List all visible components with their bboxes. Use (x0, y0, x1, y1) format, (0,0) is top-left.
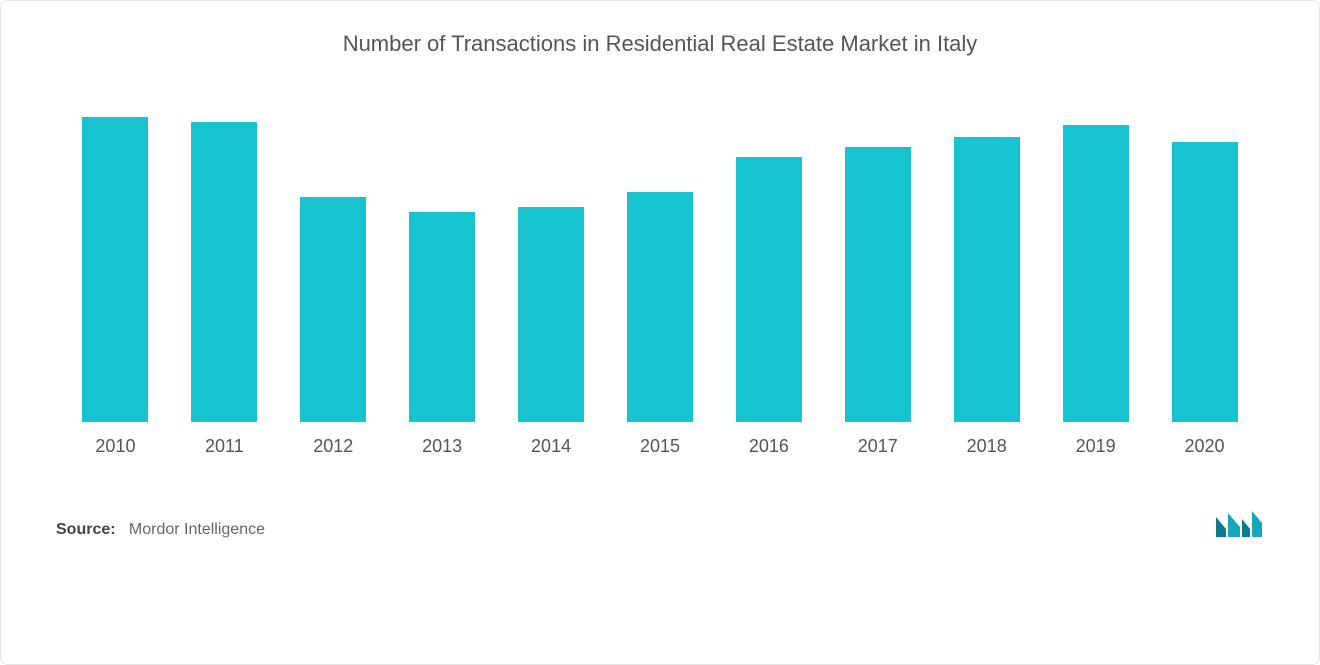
bar-2010 (82, 117, 148, 422)
source-text (120, 521, 129, 538)
chart-container: Number of Transactions in Residential Re… (1, 1, 1319, 664)
bar-2019 (1063, 125, 1129, 422)
bar-2013 (409, 212, 475, 422)
bar-label: 2013 (422, 436, 462, 457)
bar-group: 2011 (170, 122, 279, 457)
bar-2014 (518, 207, 584, 422)
bar-2018 (954, 137, 1020, 422)
bar-group: 2019 (1041, 125, 1150, 457)
bar-2016 (736, 157, 802, 422)
bar-2012 (300, 197, 366, 422)
bar-label: 2020 (1184, 436, 1224, 457)
bar-group: 2010 (61, 117, 170, 457)
bar-label: 2018 (967, 436, 1007, 457)
bar-label: 2016 (749, 436, 789, 457)
bar-label: 2017 (858, 436, 898, 457)
source-label: Source: (56, 521, 116, 538)
bar-label: 2012 (313, 436, 353, 457)
bar-group: 2015 (606, 192, 715, 457)
bar-label: 2010 (95, 436, 135, 457)
bar-2015 (627, 192, 693, 422)
mordor-logo-icon (1214, 507, 1264, 539)
chart-footer: Source: Mordor Intelligence (51, 507, 1269, 549)
source-value: Mordor Intelligence (129, 521, 265, 538)
bar-group: 2014 (497, 207, 606, 457)
bar-group: 2012 (279, 197, 388, 457)
chart-plot-area: 2010 2011 2012 2013 2014 2015 2016 2017 (51, 147, 1269, 457)
bar-group: 2016 (714, 157, 823, 457)
chart-title: Number of Transactions in Residential Re… (51, 31, 1269, 57)
bar-label: 2011 (205, 436, 244, 457)
bar-2020 (1172, 142, 1238, 422)
bar-group: 2020 (1150, 142, 1259, 457)
bar-2011 (191, 122, 257, 422)
bar-label: 2014 (531, 436, 571, 457)
bar-group: 2017 (823, 147, 932, 457)
bar-2017 (845, 147, 911, 422)
source-attribution: Source: Mordor Intelligence (56, 521, 265, 539)
bar-group: 2018 (932, 137, 1041, 457)
bar-label: 2015 (640, 436, 680, 457)
bar-label: 2019 (1076, 436, 1116, 457)
bar-group: 2013 (388, 212, 497, 457)
